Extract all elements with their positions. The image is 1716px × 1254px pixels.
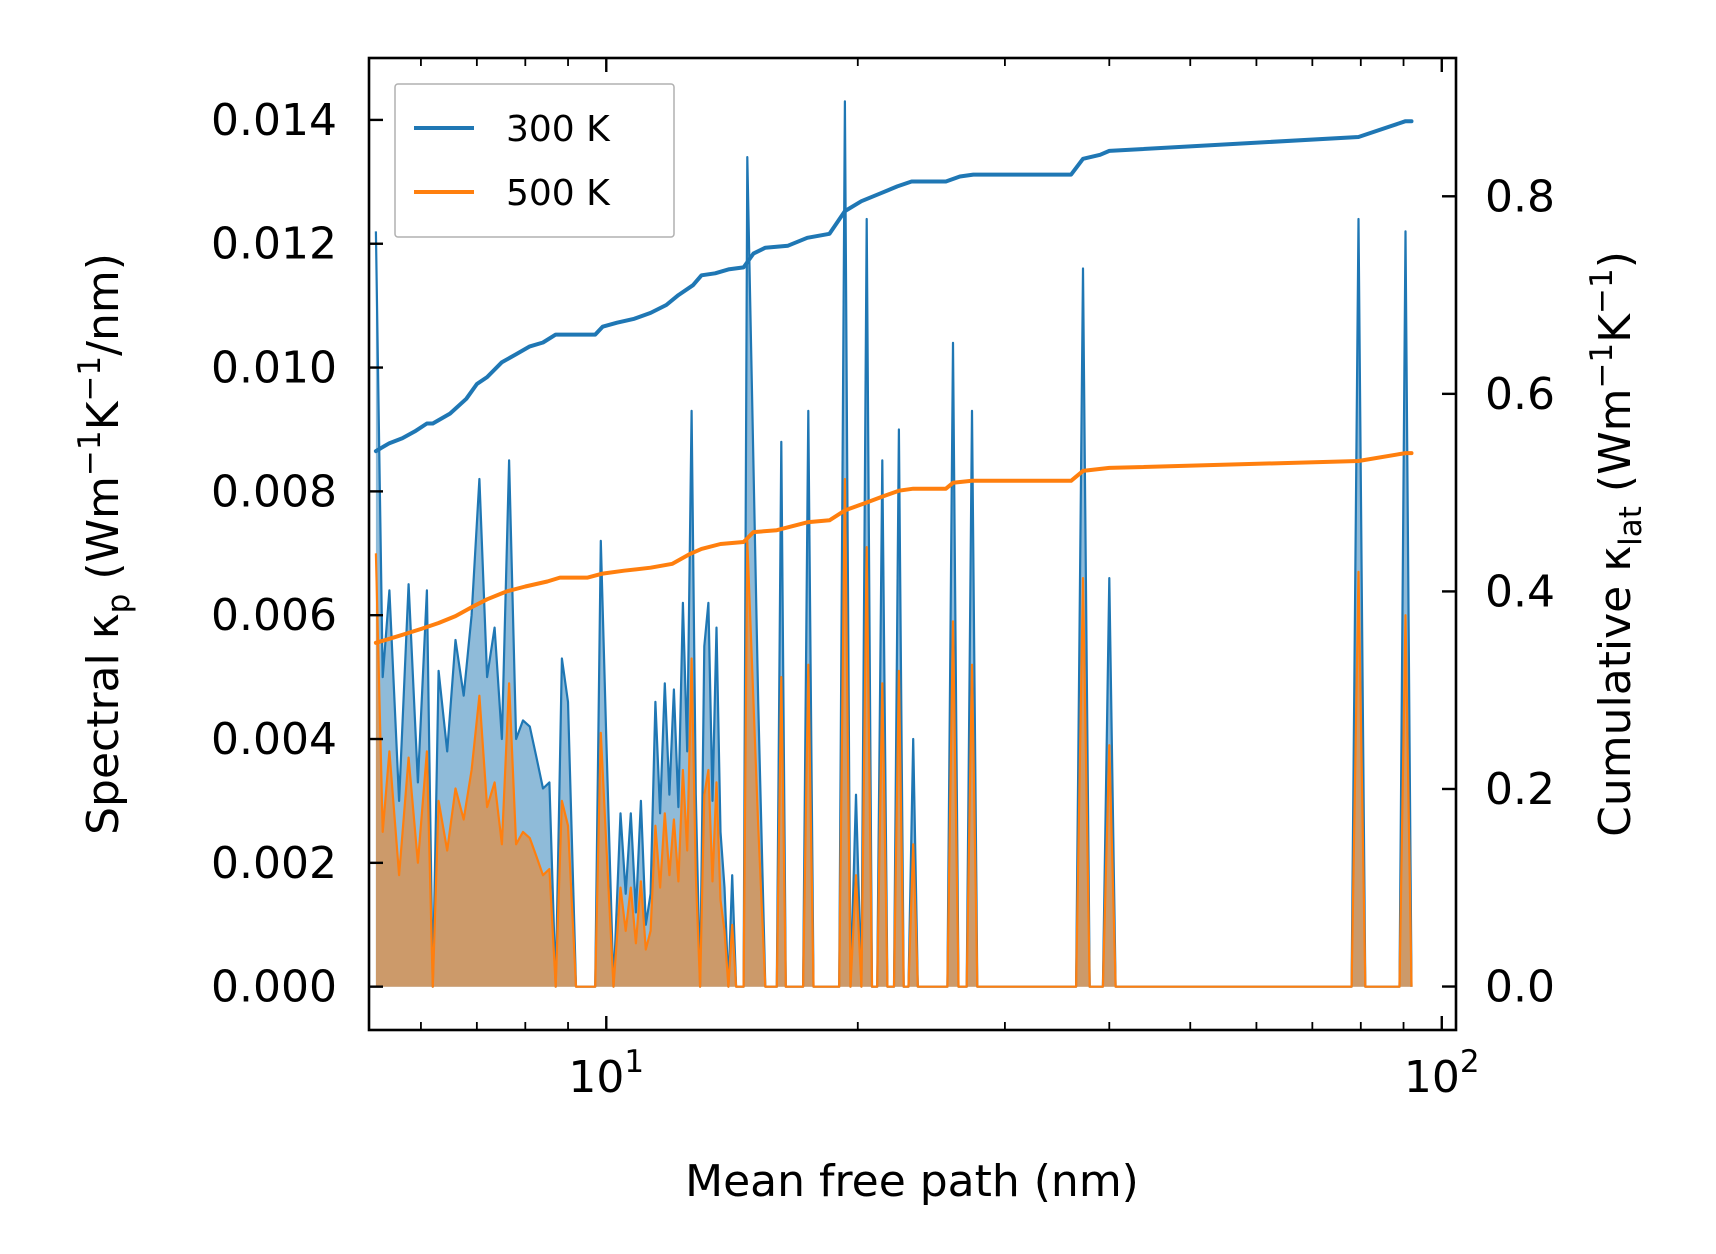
x-tick-label-0: 101 (568, 1044, 644, 1103)
legend-label-500k: 500 K (506, 173, 611, 214)
y-left-tick-label-0: 0.000 (211, 962, 337, 1013)
axes-layer: 0.000 0.002 0.004 0.006 0.008 0.010 0.012 0.014… (211, 58, 1555, 1103)
y-right-tick-label-4: 0.8 (1485, 171, 1555, 222)
y-right-tick-label-1: 0.2 (1485, 764, 1555, 815)
cumulative-line-0 (373, 119, 1414, 454)
x-tick-label-1: 102 (1404, 1044, 1480, 1103)
spectral-line-1 (374, 477, 1413, 988)
legend-label-300k: 300 K (506, 109, 611, 150)
spectral-fill-1 (375, 479, 1412, 987)
y-left-tick-label-1: 0.002 (211, 838, 337, 889)
y-right-tick-label-0: 0.0 (1485, 962, 1555, 1013)
x-axis-title: Mean free path (nm) (685, 1156, 1139, 1207)
y-right-tick-label-3: 0.6 (1485, 369, 1555, 420)
y-left-tick-label-3: 0.006 (211, 590, 337, 641)
y-left-axis-title: Spectral κp (Wm−1K−1/nm) (72, 253, 137, 835)
y-left-tick-label-4: 0.008 (211, 466, 337, 517)
y-left-tick-label-5: 0.010 (211, 343, 337, 394)
cumulative-line-1 (373, 451, 1414, 645)
y-left-tick-label-6: 0.012 (211, 219, 337, 270)
y-left-tick-label-2: 0.004 (211, 714, 337, 765)
legend: 300 K 500 K (394, 83, 675, 238)
y-right-tick-label-2: 0.4 (1485, 566, 1555, 617)
plot-frame (367, 56, 1458, 1032)
plot-area (373, 100, 1414, 988)
y-right-axis-title: Cumulative κlat (Wm−1K−1) (1584, 251, 1649, 837)
y-left-tick-label-7: 0.014 (211, 95, 337, 146)
legend-box (394, 83, 675, 238)
